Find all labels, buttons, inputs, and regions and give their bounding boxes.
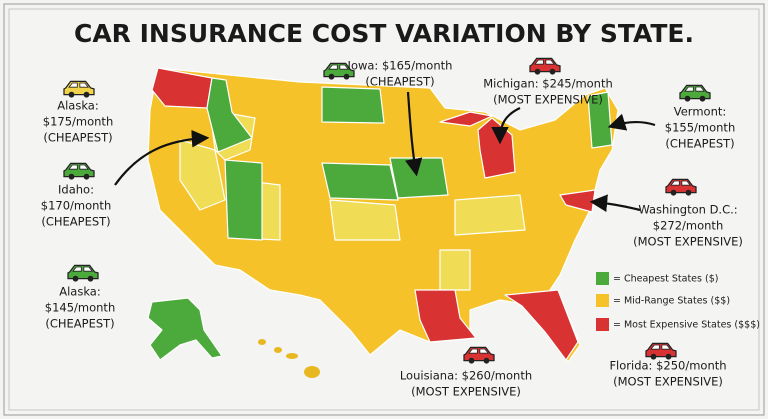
legend-label: = Most Expensive States ($$$) xyxy=(613,320,760,331)
callout-line: $272/month xyxy=(653,219,723,233)
callout-line: Washington D.C.: xyxy=(638,203,737,217)
hawaii xyxy=(258,339,320,378)
louisiana xyxy=(414,289,477,343)
vermont-nh xyxy=(587,91,613,149)
callout-line: Florida: $250/month xyxy=(609,359,726,373)
arrow xyxy=(114,129,210,186)
callout-line: (CHEAPEST) xyxy=(365,75,434,89)
car-icon xyxy=(67,264,99,282)
washington xyxy=(151,67,213,109)
legend: = Cheapest States ($) = Mid-Range States… xyxy=(596,272,760,331)
callout-line: (CHEAPEST) xyxy=(665,137,734,151)
alaska xyxy=(147,297,223,361)
dc-maryland xyxy=(559,189,596,213)
callout-line: (MOST EXPENSIVE) xyxy=(411,385,521,399)
arrows xyxy=(114,91,656,212)
title: CAR INSURANCE COST VARIATION BY STATE. xyxy=(74,19,694,48)
callout-line: (CHEAPEST) xyxy=(45,317,114,331)
florida xyxy=(504,289,579,361)
car-icon xyxy=(529,57,561,75)
car-icon xyxy=(63,162,95,180)
callout-line: Michigan: $245/month xyxy=(483,77,613,91)
frame xyxy=(3,3,765,416)
callout-line: Alaska: xyxy=(57,99,98,113)
arrow xyxy=(589,194,641,212)
arrow xyxy=(607,113,656,131)
callout-line: (MOST EXPENSIVE) xyxy=(493,93,603,107)
car-icon xyxy=(463,346,495,364)
michigan-upper xyxy=(439,111,493,127)
car-icon xyxy=(665,178,697,196)
arrow xyxy=(491,107,521,145)
map xyxy=(147,67,619,378)
north-dakota xyxy=(321,86,385,124)
legend-swatch xyxy=(596,272,609,285)
callout-line: (CHEAPEST) xyxy=(41,215,110,229)
nebraska xyxy=(321,162,399,201)
legend-swatch xyxy=(596,318,609,331)
callout-line: (MOST EXPENSIVE) xyxy=(613,375,723,389)
callout-line: $145/month xyxy=(45,301,115,315)
callout-line: Iowa: $165/month xyxy=(348,59,453,73)
idaho xyxy=(206,77,253,153)
callout-line: (MOST EXPENSIVE) xyxy=(633,235,743,249)
legend-swatch xyxy=(596,294,609,307)
callouts: Alaska: $175/month (CHEAPEST) Idaho: $17… xyxy=(41,59,743,399)
callout-line: (CHEAPEST) xyxy=(43,131,112,145)
legend-label: = Mid-Range States ($$) xyxy=(613,296,730,307)
frame-inner xyxy=(8,8,760,411)
callout-line: $155/month xyxy=(665,121,735,135)
callout-line: $170/month xyxy=(41,199,111,213)
car-icon xyxy=(63,80,95,98)
iowa xyxy=(389,157,449,199)
car-icon xyxy=(645,342,677,360)
state xyxy=(179,139,226,211)
callout-line: Idaho: xyxy=(58,183,94,197)
callout-line: $175/month xyxy=(43,115,113,129)
callout-line: Vermont: xyxy=(674,105,727,119)
state xyxy=(439,249,471,291)
car-icon xyxy=(679,84,711,102)
state xyxy=(454,194,526,236)
callout-line: Louisiana: $260/month xyxy=(400,369,532,383)
arrow xyxy=(404,91,423,177)
state xyxy=(329,199,401,241)
legend-label: = Cheapest States ($) xyxy=(613,274,718,285)
utah xyxy=(224,159,263,241)
callout-line: Alaska: xyxy=(59,285,100,299)
